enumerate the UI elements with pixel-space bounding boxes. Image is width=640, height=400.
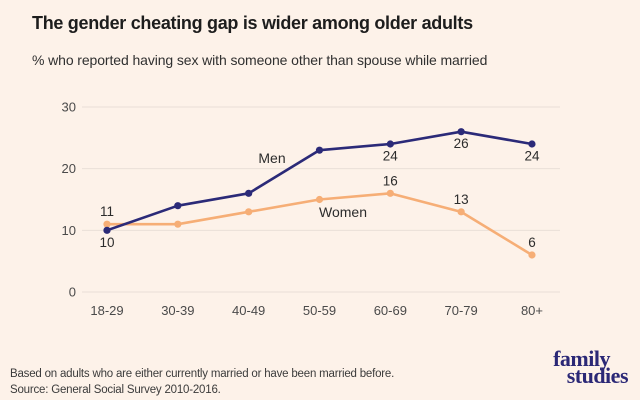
men-value-label-80+: 24: [524, 148, 540, 163]
y-tick-label-30: 30: [62, 99, 76, 114]
footnote-source: Source: General Social Survey 2010-2016.: [10, 383, 221, 396]
y-tick-label-10: 10: [62, 223, 76, 238]
family-studies-logo: family studies: [553, 346, 629, 388]
women-point-50-59: [315, 195, 324, 204]
women-value-label-70-79: 13: [454, 192, 469, 207]
x-tick-label-70-79: 70-79: [445, 303, 478, 318]
x-tick-label-60-69: 60-69: [374, 303, 407, 318]
women-point-30-39: [174, 220, 182, 228]
x-tick-label-30-39: 30-39: [161, 303, 194, 318]
men-value-label-60-69: 24: [383, 148, 399, 163]
men-value-label-70-79: 26: [454, 136, 469, 151]
chart-title: The gender cheating gap is wider among o…: [32, 13, 473, 33]
footnote-note: Based on adults who are either currently…: [10, 368, 395, 380]
logo-word-studies: studies: [566, 362, 629, 388]
women-point-70-79: [457, 208, 465, 216]
x-tick-label-40-49: 40-49: [232, 303, 265, 318]
footnote: Based on adults who are either currently…: [10, 367, 394, 398]
men-point-30-39: [174, 202, 182, 210]
women-point-80+: [528, 251, 536, 259]
logo-word-family: family: [553, 346, 610, 371]
men-series-label: Men: [258, 150, 285, 166]
men-point-50-59: [315, 146, 324, 154]
women-point-40-49: [245, 208, 253, 216]
chart-subtitle: % who reported having sex with someone o…: [32, 52, 488, 68]
x-tick-label-80+: 80+: [521, 303, 543, 318]
x-tick-label-50-59: 50-59: [303, 303, 336, 318]
men-value-label-18-29: 10: [99, 235, 114, 250]
women-point-18-29: [103, 220, 111, 228]
women-value-label-18-29: 11: [100, 204, 114, 219]
men-point-70-79: [457, 128, 465, 136]
x-tick-label-18-29: 18-29: [90, 303, 123, 318]
men-point-40-49: [245, 189, 253, 197]
men-point-60-69: [386, 140, 394, 148]
women-series-label: Women: [319, 204, 367, 220]
y-tick-label-20: 20: [62, 161, 76, 176]
men-point-80+: [528, 140, 536, 148]
women-value-label-60-69: 16: [383, 173, 398, 188]
women-value-label-80+: 6: [528, 235, 536, 250]
men-point-18-29: [103, 226, 111, 234]
y-tick-label-0: 0: [69, 285, 76, 300]
women-point-60-69: [386, 189, 394, 197]
